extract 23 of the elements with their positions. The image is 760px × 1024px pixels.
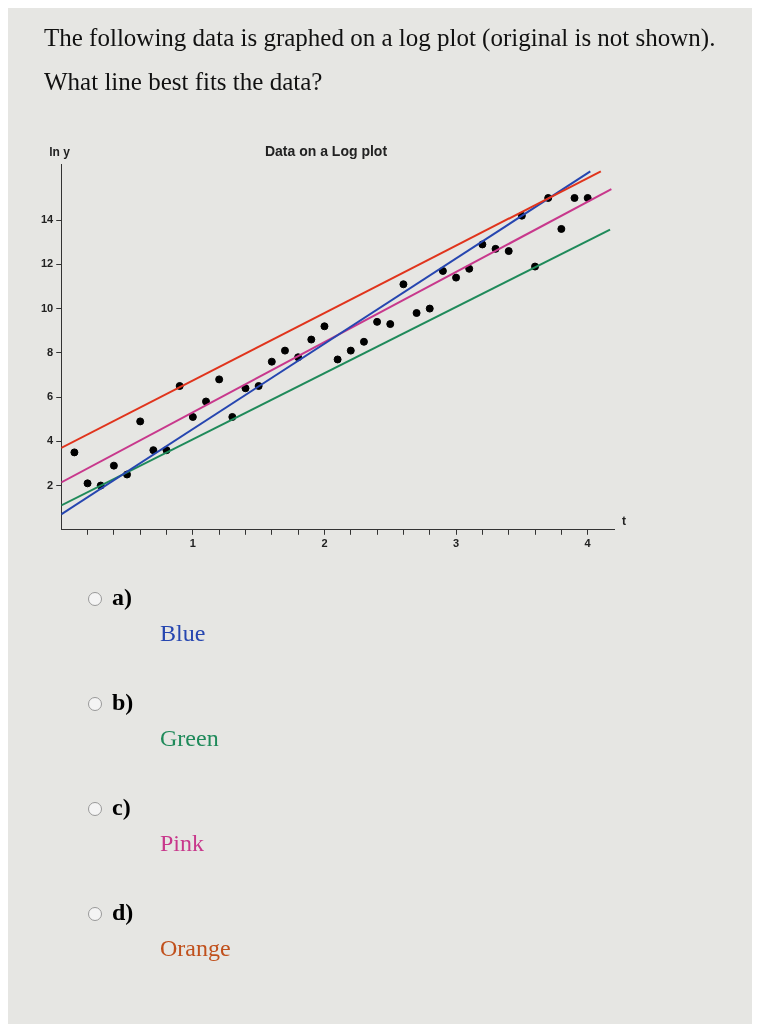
text: Orange bbox=[160, 935, 231, 962]
text: Green bbox=[160, 725, 219, 752]
x-tick-label: 3 bbox=[453, 537, 460, 550]
text: b) bbox=[112, 689, 134, 716]
text: a) bbox=[112, 584, 132, 611]
y-tick-label: 8 bbox=[47, 345, 54, 358]
y-tick-label: 12 bbox=[40, 257, 54, 270]
text: Pink bbox=[160, 830, 205, 857]
text: c) bbox=[112, 794, 131, 821]
y-tick-label: 14 bbox=[40, 213, 55, 226]
text: Blue bbox=[160, 620, 206, 647]
x-tick-label: 1 bbox=[189, 537, 196, 550]
x-tick-label: 4 bbox=[584, 537, 592, 550]
chart-title: Data on a Log plot bbox=[264, 143, 388, 160]
y-tick-label: 2 bbox=[47, 478, 54, 491]
y-axis-title: ln y bbox=[49, 145, 71, 160]
y-tick-label: 4 bbox=[47, 434, 55, 447]
x-tick-label: 2 bbox=[321, 537, 328, 550]
y-tick-label: 10 bbox=[40, 301, 54, 314]
text: d) bbox=[112, 899, 134, 926]
text: The following data is graphed on a log plot (original is not shown). What line best fits the data? bbox=[43, 23, 717, 97]
x-axis-title: t bbox=[622, 514, 626, 529]
y-tick-label: 6 bbox=[47, 390, 54, 403]
